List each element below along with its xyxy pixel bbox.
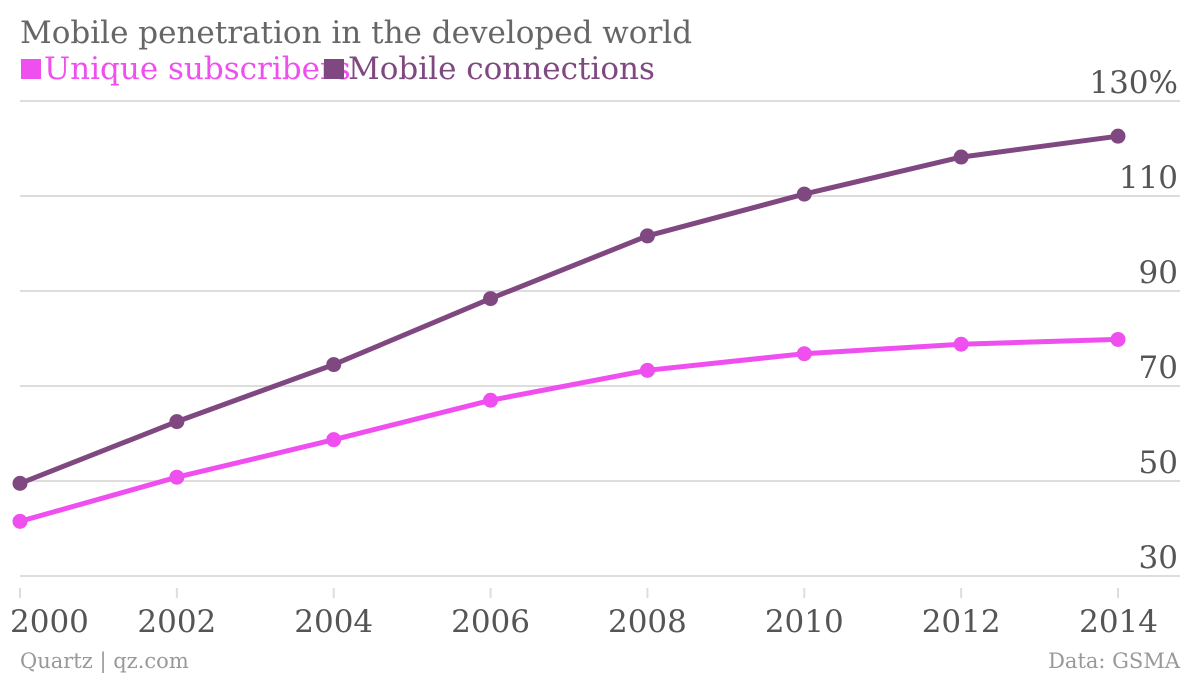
legend-label-unique-subscribers: Unique subscribers — [44, 51, 351, 87]
series-line-unique-subscribers — [17, 336, 1121, 524]
y-tick-label: 70 — [1139, 350, 1178, 386]
data-point-unique-subscribers — [639, 362, 655, 378]
data-point-unique-subscribers — [326, 432, 342, 448]
chart-title: Mobile penetration in the developed worl… — [20, 15, 692, 51]
data-point-unique-subscribers — [12, 513, 28, 529]
data-point-mobile-connections — [796, 186, 812, 202]
x-tick-label: 2000 — [10, 604, 89, 640]
data-point-mobile-connections — [326, 357, 342, 373]
x-tick-label: 2012 — [922, 604, 1001, 640]
x-tick-label: 2004 — [294, 604, 373, 640]
data-point-mobile-connections — [953, 149, 969, 165]
data-point-mobile-connections — [1110, 128, 1126, 144]
y-axis-labels: 130% 110 90 70 50 30 — [1089, 65, 1178, 576]
data-point-unique-subscribers — [169, 469, 185, 485]
gridlines — [20, 100, 1180, 577]
data-point-mobile-connections — [169, 414, 185, 430]
y-tick-label: 50 — [1139, 445, 1178, 481]
data-point-mobile-connections — [12, 475, 28, 491]
y-tick-label: 30 — [1139, 540, 1178, 576]
y-tick-label: 90 — [1139, 255, 1178, 291]
legend-label-mobile-connections: Mobile connections — [348, 51, 655, 87]
legend-swatch-mobile-connections — [324, 59, 344, 79]
series-lines — [12, 128, 1126, 529]
data-point-unique-subscribers — [953, 336, 969, 352]
x-axis: 2000 2002 2004 2006 2008 2010 2012 2014 — [10, 588, 1158, 640]
legend: Unique subscribers Mobile connections — [21, 51, 655, 87]
data-point-unique-subscribers — [796, 346, 812, 362]
y-tick-label: 130% — [1089, 65, 1178, 101]
y-tick-label: 110 — [1119, 160, 1178, 196]
data-point-mobile-connections — [483, 291, 499, 307]
x-tick-label: 2006 — [451, 604, 530, 640]
series-line-mobile-connections — [17, 133, 1121, 486]
data-point-unique-subscribers — [1110, 331, 1126, 347]
legend-swatch-unique-subscribers — [21, 59, 41, 79]
data-point-unique-subscribers — [483, 392, 499, 408]
x-tick-label: 2014 — [1079, 604, 1158, 640]
x-tick-label: 2008 — [608, 604, 687, 640]
data-source: Data: GSMA — [1048, 649, 1181, 673]
data-point-mobile-connections — [639, 228, 655, 244]
x-tick-label: 2002 — [137, 604, 216, 640]
source-credit: Quartz | qz.com — [20, 649, 189, 674]
x-tick-label: 2010 — [765, 604, 844, 640]
